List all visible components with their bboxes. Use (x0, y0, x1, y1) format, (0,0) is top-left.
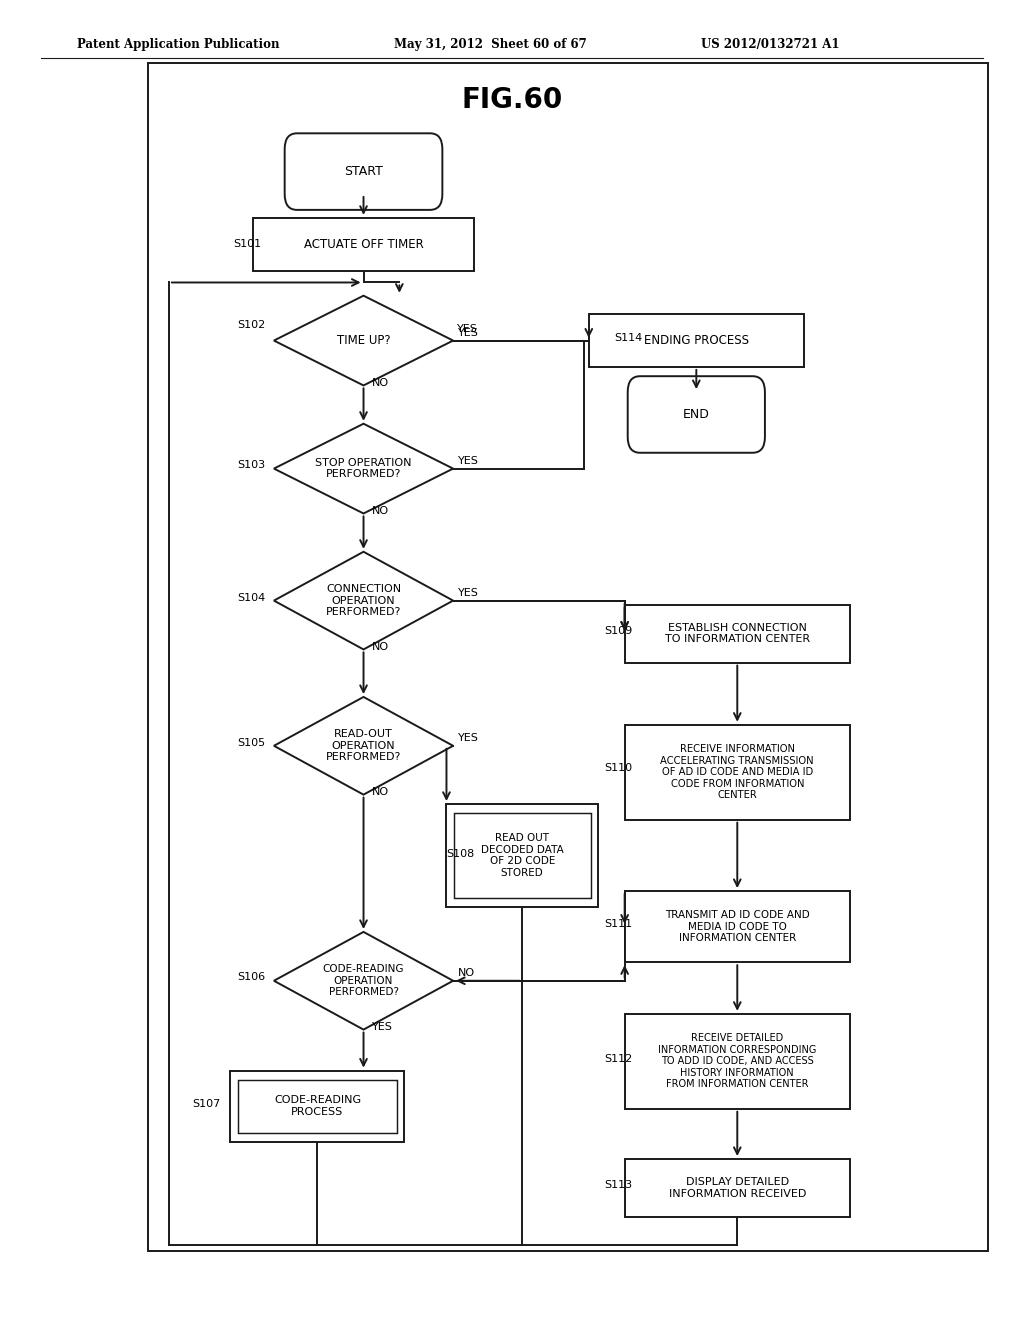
Text: YES: YES (457, 323, 477, 334)
Polygon shape (273, 697, 453, 795)
Bar (254, 218, 473, 271)
Text: S102: S102 (238, 319, 266, 330)
Bar (625, 605, 850, 663)
FancyBboxPatch shape (285, 133, 442, 210)
Polygon shape (273, 424, 453, 513)
Text: ACTUATE OFF TIMER: ACTUATE OFF TIMER (304, 238, 423, 251)
Text: CONNECTION
OPERATION
PERFORMED?: CONNECTION OPERATION PERFORMED? (326, 583, 401, 618)
Text: S106: S106 (238, 972, 265, 982)
Text: CODE-READING
OPERATION
PERFORMED?: CODE-READING OPERATION PERFORMED? (323, 964, 404, 998)
Text: S113: S113 (604, 1180, 632, 1191)
Text: S105: S105 (238, 738, 265, 748)
Text: ENDING PROCESS: ENDING PROCESS (644, 334, 749, 347)
Bar (625, 725, 850, 820)
Text: RECEIVE INFORMATION
ACCELERATING TRANSMISSION
OF AD ID CODE AND MEDIA ID
CODE FR: RECEIVE INFORMATION ACCELERATING TRANSMI… (660, 744, 814, 800)
Text: YES: YES (458, 733, 478, 743)
Text: S112: S112 (604, 1053, 633, 1064)
Text: NO: NO (458, 968, 475, 978)
Text: S109: S109 (604, 626, 633, 636)
Text: May 31, 2012  Sheet 60 of 67: May 31, 2012 Sheet 60 of 67 (394, 38, 587, 51)
Bar (625, 891, 850, 962)
Text: READ-OUT
OPERATION
PERFORMED?: READ-OUT OPERATION PERFORMED? (326, 729, 401, 763)
Text: NO: NO (372, 642, 389, 652)
Text: TIME UP?: TIME UP? (337, 334, 390, 347)
Polygon shape (273, 552, 453, 649)
Bar (446, 804, 598, 907)
Text: NO: NO (372, 787, 389, 797)
Polygon shape (273, 932, 453, 1030)
Text: NO: NO (372, 506, 389, 516)
Text: READ OUT
DECODED DATA
OF 2D CODE
STORED: READ OUT DECODED DATA OF 2D CODE STORED (481, 833, 563, 878)
Text: S103: S103 (238, 459, 265, 470)
Text: S104: S104 (238, 593, 266, 603)
Bar (238, 1080, 397, 1133)
Bar (148, 63, 988, 1251)
Text: S101: S101 (233, 239, 261, 249)
Text: STOP OPERATION
PERFORMED?: STOP OPERATION PERFORMED? (315, 458, 412, 479)
Polygon shape (273, 296, 453, 385)
Bar (230, 1071, 404, 1142)
Text: S111: S111 (604, 919, 632, 929)
Text: TRANSMIT AD ID CODE AND
MEDIA ID CODE TO
INFORMATION CENTER: TRANSMIT AD ID CODE AND MEDIA ID CODE TO… (665, 909, 810, 944)
Text: US 2012/0132721 A1: US 2012/0132721 A1 (701, 38, 840, 51)
Text: YES: YES (458, 327, 478, 338)
Text: S108: S108 (446, 849, 475, 859)
Bar (589, 314, 804, 367)
Text: RECEIVE DETAILED
INFORMATION CORRESPONDING
TO ADD ID CODE, AND ACCESS
HISTORY IN: RECEIVE DETAILED INFORMATION CORRESPONDI… (658, 1034, 816, 1089)
Text: START: START (344, 165, 383, 178)
FancyBboxPatch shape (628, 376, 765, 453)
Bar (454, 813, 591, 898)
Text: Patent Application Publication: Patent Application Publication (77, 38, 280, 51)
Text: S107: S107 (193, 1098, 221, 1109)
Text: S110: S110 (604, 763, 632, 774)
Text: YES: YES (458, 587, 478, 598)
Text: YES: YES (372, 1022, 392, 1032)
Text: CODE-READING
PROCESS: CODE-READING PROCESS (273, 1096, 361, 1117)
Text: YES: YES (458, 455, 478, 466)
Text: ESTABLISH CONNECTION
TO INFORMATION CENTER: ESTABLISH CONNECTION TO INFORMATION CENT… (665, 623, 810, 644)
Bar (625, 1159, 850, 1217)
Text: DISPLAY DETAILED
INFORMATION RECEIVED: DISPLAY DETAILED INFORMATION RECEIVED (669, 1177, 806, 1199)
Text: END: END (683, 408, 710, 421)
Text: NO: NO (372, 378, 389, 388)
Text: FIG.60: FIG.60 (462, 86, 562, 115)
Text: S114: S114 (614, 333, 643, 343)
Bar (625, 1014, 850, 1109)
